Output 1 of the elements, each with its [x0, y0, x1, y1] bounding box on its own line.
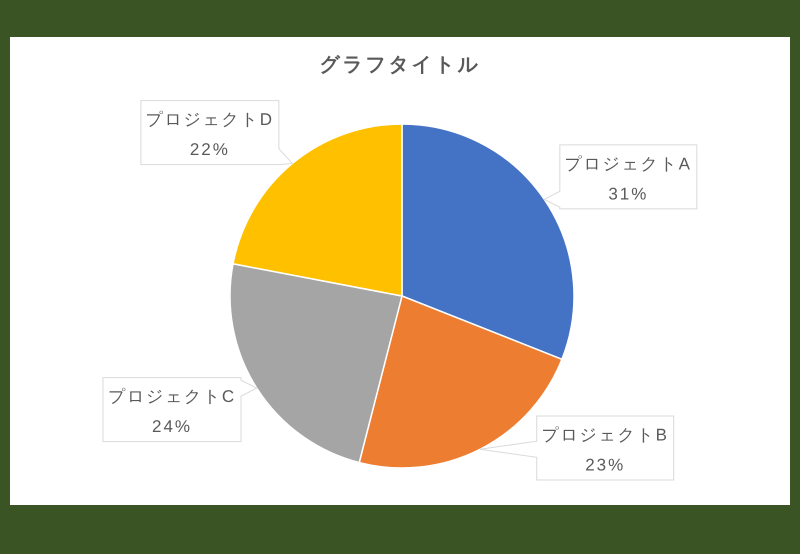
- title: グラフタイトル: [320, 54, 480, 76]
